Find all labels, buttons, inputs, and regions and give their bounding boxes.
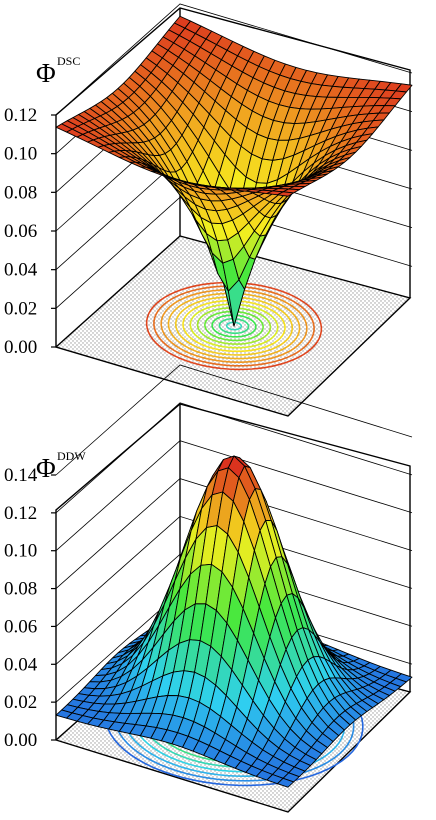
- dsc-contour-ring: [174, 296, 294, 356]
- chart-ddw-surface: [55, 455, 413, 788]
- dsc-contour-ring: [189, 303, 279, 349]
- dsc-contour-ring: [145, 281, 323, 371]
- dsc-tick-label: 0.02: [4, 298, 37, 319]
- chart-dsc: 0.00 0.02 0.04 0.06 0.08 0.10 0.12 Φ DSC: [4, 3, 413, 417]
- dsc-contour-ring: [153, 285, 315, 367]
- dsc-contour-ring: [211, 314, 257, 338]
- dsc-gridline: [55, 196, 413, 309]
- ddw-gridline: [55, 515, 413, 627]
- dsc-tick-label: 0.04: [4, 260, 38, 281]
- ddw-tick-label: 0.14: [4, 465, 38, 486]
- dsc-tick-label: 0.10: [4, 144, 37, 165]
- dsc-tick-label: 0.00: [4, 337, 37, 358]
- dsc-tick-label: 0.06: [4, 221, 37, 242]
- chart-ddw-axis-ticks: 0.00 0.02 0.04 0.06 0.08 0.10 0.12 0.14: [4, 465, 56, 751]
- chart-dsc-symbol: Φ: [36, 58, 56, 88]
- dsc-contour-ring: [160, 289, 308, 363]
- ddw-tick-label: 0.00: [4, 730, 37, 751]
- ddw-tick-label: 0.04: [4, 654, 38, 675]
- dsc-tick-label: 0.08: [4, 182, 37, 203]
- dsc-contour-ring: [182, 299, 286, 353]
- ddw-gridline: [55, 402, 413, 514]
- ddw-gridline: [55, 553, 413, 665]
- dsc-surface-patch: [277, 191, 295, 197]
- chart-ddw-symbol: Φ: [36, 453, 56, 483]
- ddw-tick-label: 0.02: [4, 692, 37, 713]
- dsc-contour-ring: [167, 292, 301, 360]
- chart-ddw: 0.00 0.02 0.04 0.06 0.08 0.10 0.12 0.14 Φ DDW: [4, 364, 413, 813]
- ddw-tick-label: 0.10: [4, 541, 37, 562]
- chart-dsc-box: [54, 3, 413, 417]
- dsc-contour-ring: [204, 310, 264, 342]
- ddw-gridline: [55, 478, 413, 589]
- chart-dsc-superscript: DSC: [57, 54, 80, 68]
- ddw-tick-label: 0.06: [4, 616, 37, 637]
- chart-dsc-axis-ticks: 0.00 0.02 0.04 0.06 0.08 0.10 0.12: [4, 105, 56, 358]
- ddw-gridline: [55, 440, 413, 552]
- dsc-contour-ring: [196, 307, 272, 345]
- ddw-surface-patch: [277, 777, 295, 788]
- dsc-contour-ring: [225, 321, 243, 331]
- chart-ddw-wall-grid: [55, 364, 413, 703]
- ddw-gridline: [55, 364, 413, 476]
- ddw-tick-label: 0.12: [4, 503, 37, 524]
- chart-dsc-surface: [55, 15, 413, 327]
- ddw-tick-label: 0.08: [4, 579, 37, 600]
- chart-dsc-contours: [145, 281, 323, 371]
- dsc-tick-label: 0.12: [4, 105, 37, 126]
- chart-ddw-superscript: DDW: [57, 449, 86, 463]
- dsc-contour-ring: [218, 317, 250, 335]
- dsc-gridline: [55, 3, 413, 116]
